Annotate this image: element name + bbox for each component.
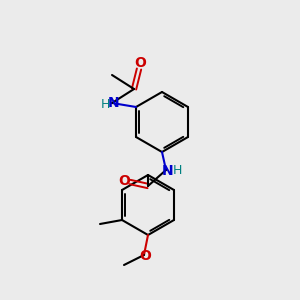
Text: N: N xyxy=(108,96,120,110)
Text: O: O xyxy=(139,249,151,263)
Text: O: O xyxy=(134,56,146,70)
Text: N: N xyxy=(162,164,174,178)
Text: O: O xyxy=(118,174,130,188)
Text: H: H xyxy=(100,98,110,110)
Text: H: H xyxy=(172,164,182,178)
